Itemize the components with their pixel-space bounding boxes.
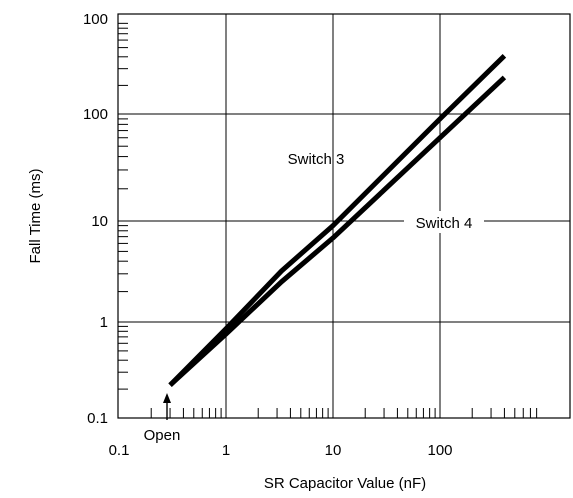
y-tick-label: 1 [100,314,108,331]
x-axis-label: SR Capacitor Value (nF) [264,475,426,492]
y-tick-label: 100 [83,11,108,28]
series-labels: Switch 3 Switch 4 [288,151,484,233]
x-tick-label: 0.1 [109,442,130,459]
minor-ticks [118,22,538,418]
series-label-switch-4: Switch 4 [416,215,473,232]
series-line-switch-4 [168,75,507,387]
x-tick-label: 100 [427,442,452,459]
y-tick-labels: 0.1 1 10 100 100 [83,11,108,427]
series-lines [168,54,507,387]
open-arrow-head [163,393,171,403]
plot-frame [117,13,571,419]
x-tick-label: 10 [325,442,342,459]
x-tick-labels: 0.1 1 10 100 [109,442,453,459]
series-label-background [404,211,484,233]
open-annotation: Open [144,393,181,444]
x-tick-label: 1 [222,442,230,459]
y-tick-label: 10 [91,213,108,230]
series-label-switch-3: Switch 3 [288,151,345,168]
y-tick-label: 0.1 [87,410,108,427]
y-axis-label: Fall Time (ms) [27,169,44,264]
y-tick-label: 100 [83,106,108,123]
series-line-switch-3 [168,54,507,387]
open-label: Open [144,427,181,444]
